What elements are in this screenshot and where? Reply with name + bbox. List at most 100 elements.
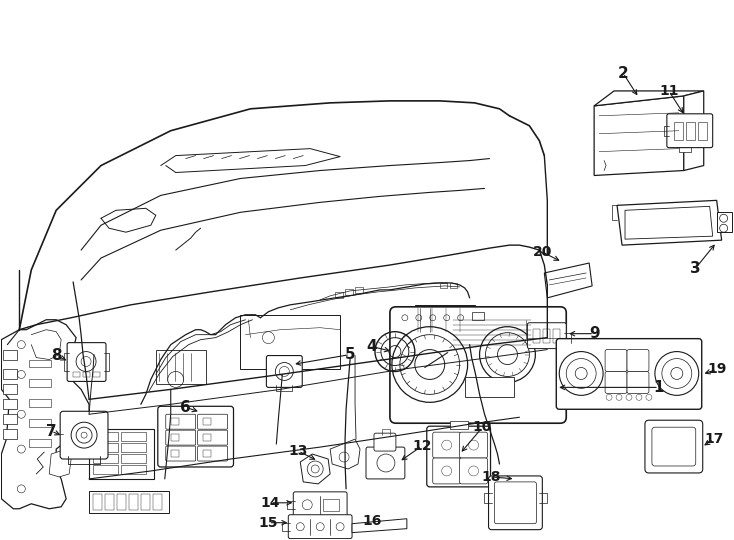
- Polygon shape: [545, 263, 592, 298]
- FancyBboxPatch shape: [166, 446, 196, 461]
- Bar: [528, 321, 535, 330]
- Bar: [29, 419, 51, 427]
- FancyBboxPatch shape: [288, 515, 352, 538]
- FancyBboxPatch shape: [605, 349, 627, 372]
- FancyBboxPatch shape: [158, 406, 233, 467]
- Bar: [105, 494, 114, 510]
- Bar: [241, 315, 340, 369]
- FancyBboxPatch shape: [294, 492, 347, 518]
- Text: 14: 14: [261, 496, 280, 510]
- Text: 20: 20: [533, 245, 552, 259]
- Bar: [83, 373, 90, 377]
- Text: 3: 3: [691, 260, 701, 275]
- Text: 7: 7: [46, 424, 57, 438]
- Bar: [89, 491, 169, 513]
- FancyBboxPatch shape: [197, 446, 228, 461]
- FancyBboxPatch shape: [197, 414, 228, 429]
- FancyBboxPatch shape: [459, 458, 487, 484]
- FancyBboxPatch shape: [495, 482, 537, 524]
- Polygon shape: [617, 200, 722, 245]
- Bar: [450, 421, 468, 429]
- Text: 1: 1: [654, 380, 664, 395]
- Text: 4: 4: [367, 339, 377, 354]
- Bar: [4, 400, 18, 409]
- Bar: [203, 434, 211, 441]
- Polygon shape: [594, 96, 684, 176]
- FancyBboxPatch shape: [426, 426, 490, 487]
- Text: 11: 11: [659, 84, 679, 98]
- Bar: [345, 289, 353, 295]
- Bar: [129, 494, 138, 510]
- FancyBboxPatch shape: [667, 114, 713, 147]
- Text: 16: 16: [363, 514, 382, 528]
- FancyBboxPatch shape: [627, 349, 649, 372]
- Bar: [450, 283, 457, 288]
- Polygon shape: [330, 439, 360, 469]
- FancyBboxPatch shape: [374, 433, 396, 451]
- Text: 12: 12: [412, 439, 432, 453]
- Polygon shape: [49, 449, 71, 477]
- Polygon shape: [594, 91, 704, 106]
- Text: 9: 9: [589, 326, 600, 341]
- FancyBboxPatch shape: [390, 307, 566, 423]
- Text: 5: 5: [345, 347, 355, 362]
- Text: 2: 2: [617, 65, 628, 80]
- Bar: [203, 418, 211, 425]
- Text: 19: 19: [707, 362, 727, 376]
- Bar: [29, 360, 51, 368]
- Bar: [335, 292, 343, 298]
- Text: 13: 13: [288, 444, 308, 458]
- Bar: [465, 377, 515, 397]
- Bar: [29, 380, 51, 387]
- Bar: [93, 494, 102, 510]
- FancyBboxPatch shape: [166, 414, 196, 429]
- Bar: [29, 439, 51, 447]
- FancyBboxPatch shape: [459, 432, 487, 458]
- FancyBboxPatch shape: [197, 430, 228, 445]
- Bar: [674, 122, 683, 140]
- Bar: [686, 122, 695, 140]
- Bar: [355, 287, 363, 293]
- Bar: [93, 432, 118, 441]
- Bar: [121, 465, 146, 474]
- Bar: [543, 329, 550, 342]
- FancyBboxPatch shape: [627, 372, 649, 393]
- FancyBboxPatch shape: [266, 355, 302, 387]
- Bar: [323, 499, 339, 511]
- Bar: [89, 429, 154, 479]
- Polygon shape: [352, 519, 407, 532]
- Polygon shape: [625, 206, 713, 239]
- Bar: [440, 283, 447, 288]
- Bar: [121, 432, 146, 441]
- Bar: [548, 321, 556, 330]
- FancyBboxPatch shape: [489, 476, 542, 530]
- Bar: [4, 429, 18, 439]
- Text: 15: 15: [258, 516, 278, 530]
- Bar: [472, 312, 484, 320]
- FancyBboxPatch shape: [67, 342, 106, 381]
- Bar: [524, 318, 562, 340]
- FancyBboxPatch shape: [556, 339, 702, 409]
- Bar: [4, 349, 18, 360]
- Bar: [93, 465, 118, 474]
- Polygon shape: [684, 91, 704, 171]
- FancyBboxPatch shape: [605, 372, 627, 393]
- Bar: [93, 373, 100, 377]
- Text: 18: 18: [482, 470, 501, 484]
- FancyBboxPatch shape: [652, 427, 696, 466]
- Text: 10: 10: [473, 420, 493, 434]
- Bar: [415, 305, 475, 335]
- Bar: [171, 418, 178, 425]
- Bar: [537, 321, 545, 330]
- Bar: [553, 329, 560, 342]
- Bar: [121, 443, 146, 452]
- Bar: [534, 329, 540, 342]
- Bar: [4, 369, 18, 380]
- Bar: [4, 414, 18, 424]
- Bar: [93, 443, 118, 452]
- Bar: [141, 494, 150, 510]
- Polygon shape: [1, 320, 89, 509]
- Bar: [716, 212, 732, 232]
- FancyBboxPatch shape: [645, 420, 702, 473]
- Bar: [679, 144, 691, 152]
